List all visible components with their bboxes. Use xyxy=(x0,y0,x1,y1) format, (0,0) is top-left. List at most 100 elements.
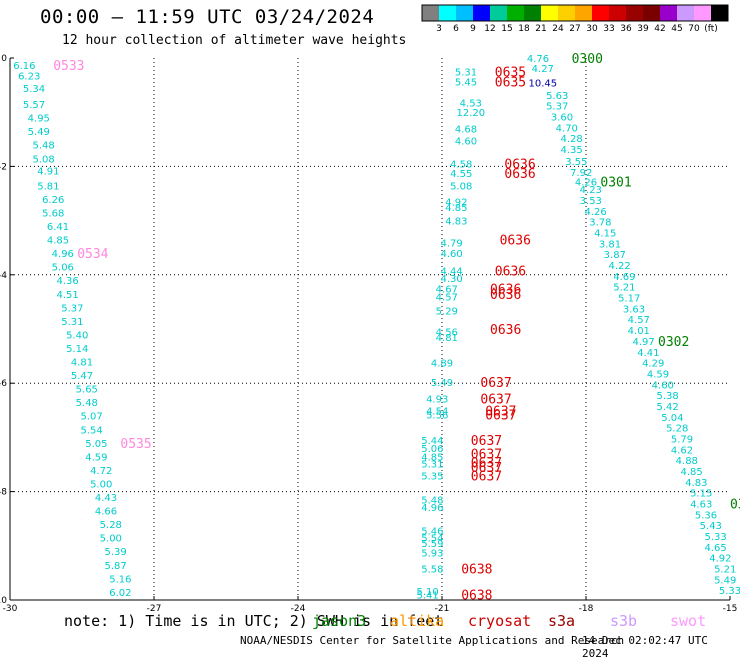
wave-height-point: 4.92 xyxy=(709,554,731,565)
wave-height-point: 4.26 xyxy=(584,207,606,218)
colorbar-label: 33 xyxy=(603,24,614,34)
wave-height-point: 5.36 xyxy=(695,510,717,521)
wave-height-point: 6.23 xyxy=(18,71,40,82)
wave-height-point: 5.29 xyxy=(436,307,458,318)
wave-height-point: 5.57 xyxy=(23,100,45,111)
wave-height-point: 5.10 xyxy=(416,587,438,598)
wave-height-point: 5.63 xyxy=(546,91,568,102)
wave-height-point: 4.62 xyxy=(671,445,693,456)
wave-height-point: 4.92 xyxy=(445,198,467,209)
wave-height-point: 4.89 xyxy=(431,359,453,370)
wave-height-point: 4.55 xyxy=(450,169,472,180)
colorbar-cell xyxy=(490,5,507,21)
wave-height-point: 5.56 xyxy=(426,411,448,422)
wave-height-point: 4.44 xyxy=(440,266,462,277)
y-tick-label: -2 xyxy=(0,162,7,172)
wave-height-point: 5.31 xyxy=(61,317,83,328)
wave-height-point: 12.20 xyxy=(456,108,485,119)
pass-time-label: 0301 xyxy=(600,176,631,191)
wave-height-point: 5.06 xyxy=(52,263,74,274)
colorbar-label: 9 xyxy=(470,24,476,34)
wave-height-point: 5.59 xyxy=(421,539,443,550)
colorbar-label: 30 xyxy=(586,24,598,34)
pass-time-label: 0533 xyxy=(53,59,84,74)
wave-height-point: 4.83 xyxy=(445,217,467,228)
wave-height-point: 4.96 xyxy=(421,503,443,514)
legend-altika: altika xyxy=(390,612,445,630)
wave-height-point: 5.48 xyxy=(32,141,54,152)
gridlines xyxy=(10,58,730,600)
wave-height-point: 5.21 xyxy=(714,565,736,576)
wave-height-point: 3.81 xyxy=(599,239,621,250)
colorbar-label: 70 xyxy=(688,24,700,34)
wave-height-point: 4.60 xyxy=(455,136,477,147)
wave-height-point: 4.66 xyxy=(95,507,117,518)
wave-height-point: 4.60 xyxy=(652,380,674,391)
wave-height-point: 5.00 xyxy=(100,534,122,545)
wave-height-point: 6.16 xyxy=(13,61,35,72)
pass-time-label: 0637 xyxy=(471,434,502,449)
colorbar-cell xyxy=(524,5,541,21)
wave-height-point: 5.06 xyxy=(421,444,443,455)
wave-height-point: 5.54 xyxy=(421,534,443,545)
wave-height-point: 5.21 xyxy=(613,283,635,294)
colorbar-cell xyxy=(660,5,677,21)
wave-height-point: 4.83 xyxy=(685,478,707,489)
wave-height-point: 4.85 xyxy=(47,236,69,247)
wave-height-point: 5.41 xyxy=(416,591,438,602)
wave-height-point: 5.49 xyxy=(714,575,736,586)
wave-height-point: 4.57 xyxy=(436,292,458,303)
pass-time-label: 0636 xyxy=(490,323,521,338)
colorbar-label: 3 xyxy=(436,24,442,34)
colorbar-label: 18 xyxy=(518,24,530,34)
colorbar-label: 39 xyxy=(637,24,649,34)
wave-height-point: 5.00 xyxy=(90,479,112,490)
wave-height-point: 4.15 xyxy=(594,229,616,240)
pass-time-label: 0638 xyxy=(461,589,492,604)
wave-height-point: 6.41 xyxy=(47,222,69,233)
wave-height-point: 4.85 xyxy=(680,467,702,478)
wave-height-point: 5.48 xyxy=(421,496,443,507)
wave-height-point: 4.91 xyxy=(37,167,59,178)
wave-height-point: 4.53 xyxy=(460,98,482,109)
wave-height-point: 5.49 xyxy=(431,378,453,389)
wave-height-point: 5.34 xyxy=(23,84,45,95)
wave-height-point: 4.01 xyxy=(628,326,650,337)
legend-s3a: s3a xyxy=(548,612,576,630)
pass-time-label: 0637 xyxy=(471,456,502,471)
wave-height-point: 7.92 xyxy=(570,168,592,179)
colorbar-label: 15 xyxy=(501,24,512,34)
data-points: 6.166.23 5.34 5.57 4.95 5.49 5.48 5.08 4.91 5.81… xyxy=(13,52,740,604)
wave-height-point: 4.30 xyxy=(440,274,462,285)
wave-height-point: 5.43 xyxy=(700,521,722,532)
wave-height-point: 5.40 xyxy=(66,330,88,341)
legend-cryosat: cryosat xyxy=(468,612,532,630)
wave-height-point: 5.87 xyxy=(104,561,126,572)
wave-height-point: 5.68 xyxy=(42,208,64,219)
colorbar: 3 6 9 12 15 18 21 24 27 30 33 36 39 42 45 70 (ft) xyxy=(421,4,729,34)
wave-height-point: 5.07 xyxy=(80,412,102,423)
pass-time-label: 0637 xyxy=(471,469,502,484)
wave-height-point: 5.17 xyxy=(618,294,640,305)
colorbar-label: 27 xyxy=(569,24,580,34)
colorbar-label: 21 xyxy=(535,24,546,34)
wave-height-point: 4.95 xyxy=(28,114,50,125)
pass-time-label: 0637 xyxy=(471,461,502,476)
wave-height-point: 3.78 xyxy=(589,218,611,229)
wave-height-point: 3.87 xyxy=(604,250,626,261)
y-tick-label: -4 xyxy=(0,271,7,281)
wave-height-point: 5.15 xyxy=(690,489,712,500)
wave-height-point: 4.26 xyxy=(575,178,597,189)
wave-height-point: 5.28 xyxy=(666,424,688,435)
pass-time-label: 0637 xyxy=(471,448,502,463)
wave-height-point: 3.55 xyxy=(565,157,587,168)
pass-time-label: 0636 xyxy=(504,158,535,173)
wave-height-point: 5.58 xyxy=(421,565,443,576)
y-tick-label: -10 xyxy=(0,596,7,606)
wave-height-point: 5.65 xyxy=(76,385,98,396)
wave-height-point: 3.60 xyxy=(551,113,573,124)
colorbar-cell xyxy=(541,5,558,21)
x-tick-label: -15 xyxy=(723,604,738,614)
wave-height-point: 5.08 xyxy=(450,181,472,192)
